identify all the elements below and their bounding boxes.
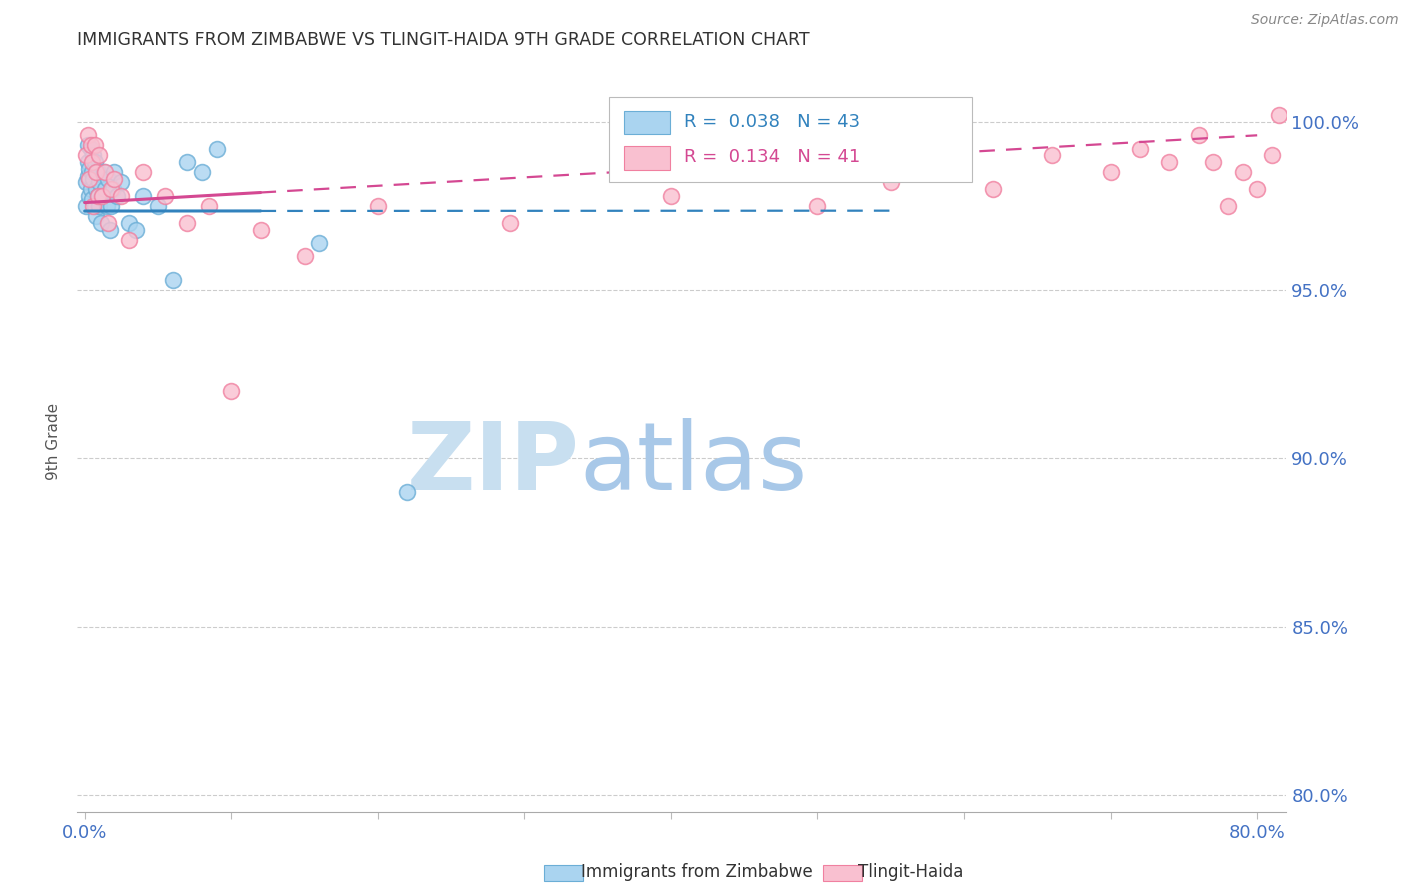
Point <box>396 485 419 500</box>
FancyBboxPatch shape <box>823 865 862 881</box>
FancyBboxPatch shape <box>624 111 669 135</box>
Point <box>1187 128 1209 143</box>
Point <box>86 165 108 179</box>
Point <box>91 189 114 203</box>
Point <box>110 189 132 203</box>
Point <box>110 175 132 189</box>
FancyBboxPatch shape <box>609 97 972 183</box>
Point <box>125 222 148 236</box>
Point <box>97 216 120 230</box>
Point <box>77 161 100 176</box>
Point <box>367 199 389 213</box>
Point <box>93 165 115 179</box>
Point <box>91 189 114 203</box>
Point <box>100 182 122 196</box>
Point <box>1040 148 1063 162</box>
Point <box>880 175 903 189</box>
Point <box>117 233 139 247</box>
Point <box>176 216 198 230</box>
Point <box>87 165 110 179</box>
Text: Immigrants from Zimbabwe: Immigrants from Zimbabwe <box>560 863 813 881</box>
Point <box>191 165 214 179</box>
Point <box>80 165 103 179</box>
Point <box>176 155 198 169</box>
FancyBboxPatch shape <box>624 146 669 169</box>
Point <box>1159 155 1181 169</box>
Point <box>308 235 330 250</box>
Point <box>103 165 125 179</box>
Point <box>1261 148 1284 162</box>
Point <box>105 189 128 203</box>
Point <box>76 155 98 169</box>
Point <box>76 128 98 143</box>
Point <box>1246 182 1268 196</box>
Point <box>82 199 104 213</box>
Point <box>84 138 107 153</box>
Point <box>79 182 101 196</box>
Point <box>89 199 111 213</box>
Point <box>80 192 103 206</box>
FancyBboxPatch shape <box>544 865 583 881</box>
Point <box>76 138 98 153</box>
Point <box>219 384 242 398</box>
Point <box>97 172 120 186</box>
Point <box>84 155 107 169</box>
Point <box>146 199 169 213</box>
Point <box>82 172 104 186</box>
Text: Tlingit-Haida: Tlingit-Haida <box>837 863 963 881</box>
Point <box>89 175 111 189</box>
Point <box>1129 142 1152 156</box>
Point <box>103 172 125 186</box>
Point <box>205 142 228 156</box>
Point <box>101 182 124 196</box>
Point <box>162 273 184 287</box>
Point <box>77 172 100 186</box>
Point <box>294 249 316 263</box>
Point <box>117 216 139 230</box>
Point <box>499 216 522 230</box>
Text: IMMIGRANTS FROM ZIMBABWE VS TLINGIT-HAIDA 9TH GRADE CORRELATION CHART: IMMIGRANTS FROM ZIMBABWE VS TLINGIT-HAID… <box>77 31 810 49</box>
Point <box>96 199 118 213</box>
Text: ZIP: ZIP <box>406 417 579 509</box>
Point <box>100 199 122 213</box>
Text: R =  0.038   N = 43: R = 0.038 N = 43 <box>685 112 860 131</box>
Point <box>198 199 221 213</box>
Point <box>98 222 121 236</box>
Point <box>132 165 155 179</box>
Point <box>87 189 110 203</box>
Point <box>86 182 108 196</box>
Point <box>77 189 100 203</box>
Point <box>79 138 101 153</box>
Point <box>1268 108 1291 122</box>
Point <box>132 189 155 203</box>
Point <box>86 209 108 223</box>
Point <box>79 142 101 156</box>
Point <box>75 175 97 189</box>
Point <box>249 222 271 236</box>
Point <box>1216 199 1239 213</box>
Point <box>806 199 828 213</box>
Point <box>75 148 97 162</box>
Point <box>82 148 104 162</box>
Y-axis label: 9th Grade: 9th Grade <box>46 403 62 480</box>
Point <box>94 182 117 196</box>
Point <box>1099 165 1122 179</box>
Point <box>75 199 97 213</box>
Point <box>659 189 682 203</box>
Point <box>1232 165 1254 179</box>
Point <box>1202 155 1225 169</box>
Point <box>94 165 117 179</box>
Point <box>155 189 177 203</box>
Point <box>84 199 107 213</box>
Text: atlas: atlas <box>579 417 807 509</box>
Point <box>76 169 98 183</box>
Text: Source: ZipAtlas.com: Source: ZipAtlas.com <box>1251 13 1399 28</box>
Point <box>80 155 103 169</box>
Point <box>87 189 110 203</box>
Text: R =  0.134   N = 41: R = 0.134 N = 41 <box>685 148 860 166</box>
Point <box>90 216 112 230</box>
Point <box>89 148 111 162</box>
Point <box>983 182 1005 196</box>
